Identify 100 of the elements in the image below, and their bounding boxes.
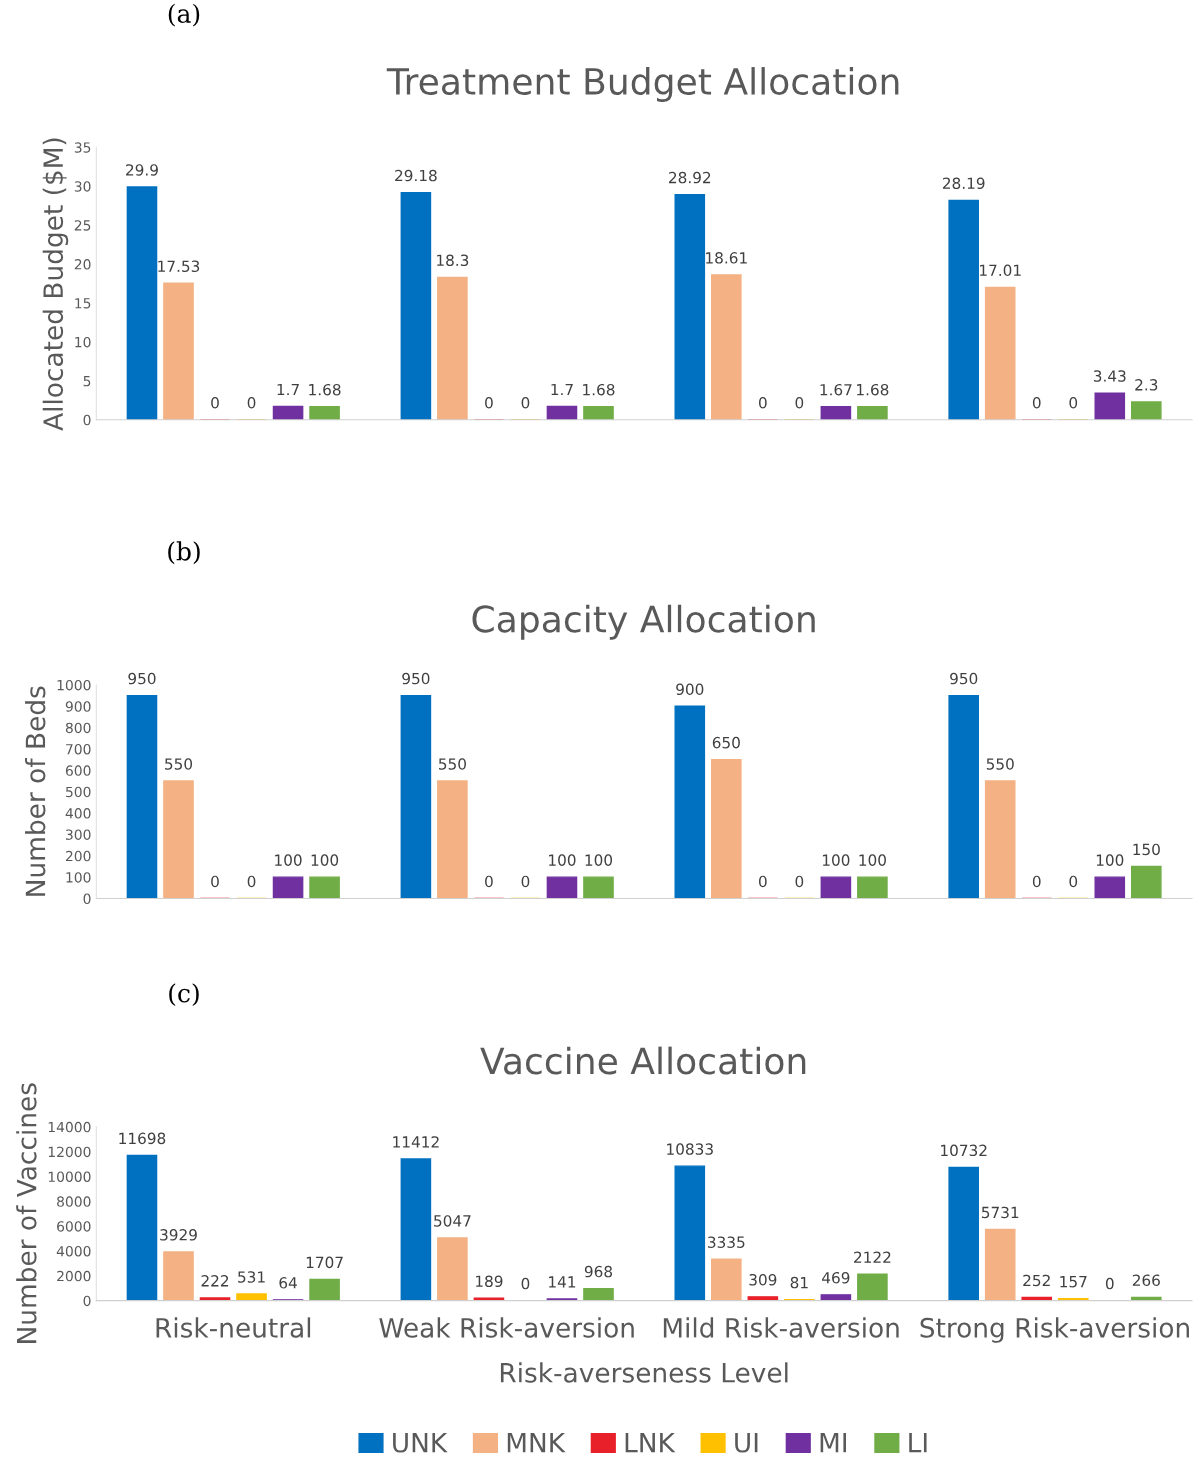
data-label: 29.9 [126,164,158,176]
data-label: 550 [986,758,1014,770]
data-label: 469 [822,1271,850,1284]
data-label: 1.68 [309,383,341,396]
chart-title: Capacity Allocation [472,604,815,640]
x-tick-label: Mild Risk-aversion [663,1317,899,1338]
data-label: 0 [795,875,804,888]
x-tick-label: Risk-neutral [156,1317,311,1338]
legend-label: MNK [507,1432,566,1453]
data-label: 0 [521,875,530,888]
data-label: 18.3 [437,254,469,267]
data-label: 2.3 [1135,379,1158,391]
data-label: 0 [521,396,530,409]
data-label: 100 [549,854,576,866]
data-label: 17.53 [158,260,200,273]
y-tick-label: 20 [74,259,91,270]
data-label: 950 [950,672,978,685]
chart-title: Vaccine Allocation [480,1046,806,1075]
y-tick-label: 30 [74,181,91,192]
data-label: 0 [1032,396,1041,409]
data-label: 0 [485,875,493,888]
data-label: 0 [211,396,219,409]
y-tick-label: 5 [83,376,91,387]
data-label: 100 [822,854,850,866]
y-tick-label: 0 [83,893,91,904]
data-label: 157 [1060,1276,1087,1288]
data-label: 550 [439,758,466,770]
text: (a) [168,3,200,27]
text: (c) [169,983,199,1007]
data-label: 309 [749,1273,777,1286]
data-label: 252 [1023,1274,1050,1287]
y-tick-label: 25 [74,220,91,231]
y-tick-label: 200 [65,850,91,862]
data-label: 0 [1069,396,1078,409]
data-label: 0 [247,875,256,888]
data-label: 1.68 [857,383,889,396]
data-label: 11698 [119,1132,166,1145]
legend-label: UI [735,1432,758,1453]
data-label: 100 [275,854,302,866]
data-label: 17.01 [980,264,1021,277]
data-label: 28.19 [942,177,985,190]
y-tick-label: 100 [66,872,91,883]
data-label: 28.92 [669,171,711,184]
y-tick-label: 800 [65,722,91,734]
data-label: 100 [585,854,613,866]
data-label: 3929 [160,1229,197,1241]
y-tick-label: 900 [65,701,91,712]
data-label: 29.18 [395,169,437,182]
data-label: 1.7 [277,383,299,396]
data-label: 0 [1105,1277,1114,1290]
y-tick-label: 6000 [57,1221,91,1232]
data-label: 0 [247,396,256,409]
legend-label: MI [820,1432,847,1453]
data-label: 81 [790,1276,808,1289]
y-tick-label: 12000 [48,1146,91,1158]
data-label: 18.61 [706,252,747,264]
y-axis-title: Number of Vaccines [16,1083,37,1343]
data-label: 650 [712,736,740,749]
legend-label: LNK [625,1432,676,1453]
x-tick-label: Strong Risk-aversion [920,1317,1189,1343]
y-tick-label: 1000 [57,679,91,691]
data-label: 1707 [306,1256,343,1269]
data-label: 550 [165,758,193,770]
data-label: 100 [311,854,339,866]
data-label: 1.67 [820,383,852,396]
data-label: 2122 [854,1251,891,1263]
y-tick-label: 700 [66,743,91,755]
y-tick-label: 10000 [48,1171,91,1182]
data-label: 266 [1132,1274,1160,1287]
data-label: 222 [201,1275,229,1287]
y-tick-label: 15 [75,298,91,309]
y-tick-label: 600 [65,765,91,776]
y-tick-label: 14000 [48,1121,91,1133]
data-label: 0 [758,396,767,409]
data-label: 3335 [708,1236,745,1248]
y-tick-label: 10 [75,336,91,348]
data-label: 5731 [981,1206,1019,1219]
y-tick-label: 35 [74,142,91,153]
data-label: 0 [758,875,767,888]
y-tick-label: 0 [83,1295,91,1307]
data-label: 1.68 [583,383,615,396]
y-tick-label: 4000 [56,1245,91,1257]
y-tick-label: 500 [66,786,91,798]
legend-label: LI [909,1432,927,1453]
data-label: 900 [676,683,704,696]
x-tick-label: Weak Risk-aversion [379,1317,634,1338]
data-label: 950 [128,672,156,685]
data-label: 0 [1032,875,1041,888]
data-label: 100 [859,854,886,866]
data-label: 189 [476,1275,503,1288]
data-label: 0 [485,396,493,409]
data-label: 531 [238,1271,265,1283]
data-label: 0 [211,875,219,888]
chart-title: Treatment Budget Allocation [386,67,899,103]
y-tick-label: 8000 [57,1196,91,1207]
data-label: 950 [402,672,430,685]
y-tick-label: 400 [65,808,91,819]
data-label: 0 [1069,875,1078,888]
data-label: 968 [584,1265,613,1278]
text: (b) [168,541,200,565]
